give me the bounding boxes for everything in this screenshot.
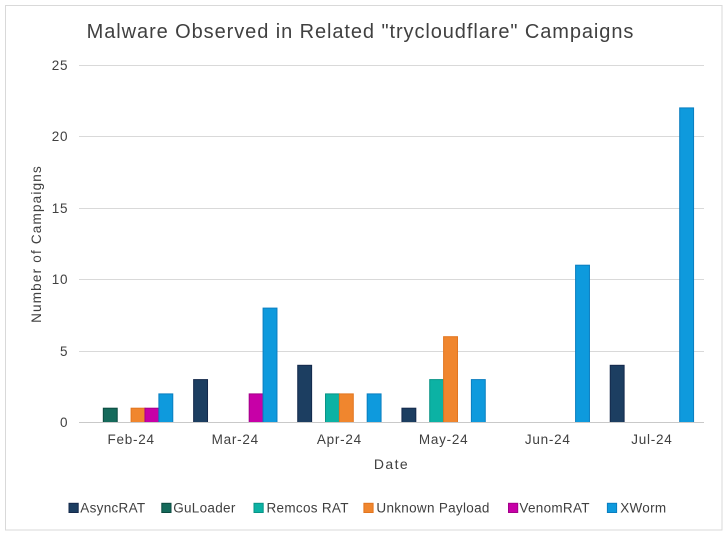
svg-text:10: 10: [52, 272, 69, 287]
svg-text:GuLoader: GuLoader: [173, 500, 236, 515]
svg-text:XWorm: XWorm: [620, 500, 666, 515]
svg-text:Date: Date: [374, 456, 409, 472]
svg-text:Apr-24: Apr-24: [317, 432, 362, 447]
svg-text:Unknown Payload: Unknown Payload: [376, 500, 489, 515]
svg-text:Remcos RAT: Remcos RAT: [267, 500, 349, 515]
svg-text:Mar-24: Mar-24: [212, 432, 259, 447]
svg-text:May-24: May-24: [419, 432, 469, 447]
svg-text:15: 15: [52, 201, 69, 216]
svg-text:0: 0: [60, 415, 68, 430]
svg-text:25: 25: [52, 58, 69, 73]
svg-text:Malware Observed in Related "t: Malware Observed in Related "trycloudfla…: [87, 21, 635, 43]
svg-text:Feb-24: Feb-24: [107, 432, 154, 447]
svg-text:AsyncRAT: AsyncRAT: [80, 500, 145, 515]
svg-text:Jun-24: Jun-24: [525, 432, 571, 447]
svg-text:20: 20: [52, 129, 69, 144]
svg-text:5: 5: [60, 344, 68, 359]
svg-text:Jul-24: Jul-24: [631, 432, 672, 447]
svg-text:VenomRAT: VenomRAT: [519, 500, 589, 515]
svg-text:Number of Campaigns: Number of Campaigns: [29, 165, 44, 323]
